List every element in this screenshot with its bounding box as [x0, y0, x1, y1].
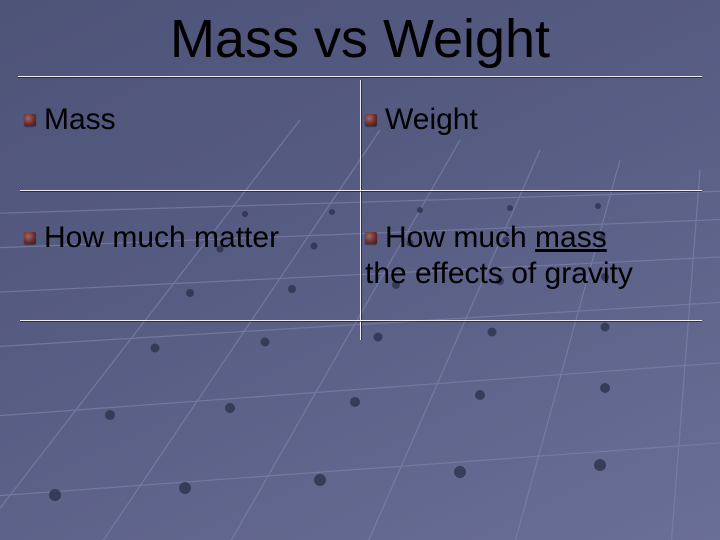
list-item: Weight	[365, 102, 698, 138]
bullet-icon	[365, 232, 377, 244]
right-heading-row: Weight	[361, 90, 702, 208]
bullet-icon	[365, 114, 377, 126]
right-body-line1: How much mass	[385, 220, 607, 256]
slide-title: Mass vs Weight	[0, 8, 720, 70]
left-heading-row: Mass	[20, 90, 361, 208]
bullet-icon	[24, 114, 36, 126]
slide: Mass vs Weight Mass How much matter	[0, 0, 720, 540]
list-item: Mass	[24, 102, 357, 138]
list-item: How much matter	[24, 220, 357, 256]
left-body-row: How much matter	[20, 208, 361, 326]
title-underline	[18, 76, 702, 78]
right-body-lead: How much	[385, 221, 535, 254]
left-body-text: How much matter	[44, 220, 279, 256]
left-heading-text: Mass	[44, 102, 116, 138]
left-column: Mass How much matter	[20, 90, 361, 326]
right-body-underlined: mass	[535, 221, 607, 254]
content-area: Mass How much matter Weight How	[20, 90, 702, 326]
right-column: Weight How much mass the effects of grav…	[361, 90, 702, 326]
right-body-line2: the effects of gravity	[365, 256, 698, 292]
right-heading-text: Weight	[385, 102, 478, 138]
right-body-row: How much mass the effects of gravity	[361, 208, 702, 326]
bullet-icon	[24, 232, 36, 244]
list-item: How much mass	[365, 220, 698, 256]
